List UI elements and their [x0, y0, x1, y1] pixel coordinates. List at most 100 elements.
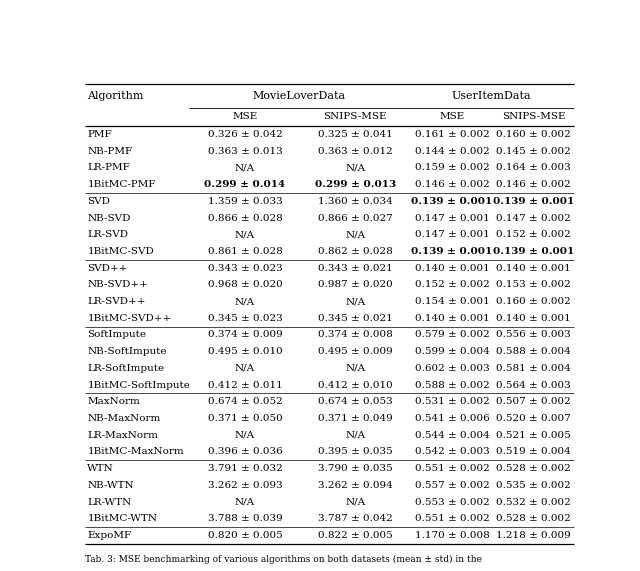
- Text: 0.144 ± 0.002: 0.144 ± 0.002: [415, 147, 490, 156]
- Text: 0.140 ± 0.001: 0.140 ± 0.001: [497, 313, 572, 323]
- Text: 3.788 ± 0.039: 3.788 ± 0.039: [207, 514, 282, 523]
- Text: LR-MaxNorm: LR-MaxNorm: [88, 431, 158, 440]
- Text: 0.674 ± 0.053: 0.674 ± 0.053: [318, 397, 393, 407]
- Text: 0.553 ± 0.002: 0.553 ± 0.002: [415, 497, 490, 506]
- Text: MSE: MSE: [440, 112, 465, 122]
- Text: 1.360 ± 0.034: 1.360 ± 0.034: [318, 197, 393, 206]
- Text: 0.396 ± 0.036: 0.396 ± 0.036: [207, 448, 282, 456]
- Text: 0.588 ± 0.002: 0.588 ± 0.002: [415, 381, 490, 389]
- Text: 0.968 ± 0.020: 0.968 ± 0.020: [207, 280, 282, 289]
- Text: NB-PMF: NB-PMF: [88, 147, 132, 156]
- Text: 0.544 ± 0.004: 0.544 ± 0.004: [415, 431, 490, 440]
- Text: 0.412 ± 0.010: 0.412 ± 0.010: [318, 381, 393, 389]
- Text: 0.374 ± 0.008: 0.374 ± 0.008: [318, 331, 393, 340]
- Text: 0.520 ± 0.007: 0.520 ± 0.007: [497, 414, 572, 423]
- Text: 0.363 ± 0.012: 0.363 ± 0.012: [318, 147, 393, 156]
- Text: WTN: WTN: [88, 464, 114, 473]
- Text: NB-SVD++: NB-SVD++: [88, 280, 148, 289]
- Text: 0.160 ± 0.002: 0.160 ± 0.002: [497, 297, 572, 306]
- Text: 0.532 ± 0.002: 0.532 ± 0.002: [497, 497, 572, 506]
- Text: 0.140 ± 0.001: 0.140 ± 0.001: [415, 264, 490, 272]
- Text: 0.325 ± 0.041: 0.325 ± 0.041: [318, 130, 393, 139]
- Text: 0.528 ± 0.002: 0.528 ± 0.002: [497, 514, 572, 523]
- Text: 0.412 ± 0.011: 0.412 ± 0.011: [207, 381, 282, 389]
- Text: 0.541 ± 0.006: 0.541 ± 0.006: [415, 414, 490, 423]
- Text: 1BitMC-SVD: 1BitMC-SVD: [88, 247, 154, 256]
- Text: 0.140 ± 0.001: 0.140 ± 0.001: [497, 264, 572, 272]
- Text: 0.557 ± 0.002: 0.557 ± 0.002: [415, 481, 490, 490]
- Text: MaxNorm: MaxNorm: [88, 397, 140, 407]
- Text: 0.299 ± 0.014: 0.299 ± 0.014: [204, 180, 285, 189]
- Text: 0.146 ± 0.002: 0.146 ± 0.002: [497, 180, 572, 189]
- Text: 0.152 ± 0.002: 0.152 ± 0.002: [497, 230, 572, 239]
- Text: NB-WTN: NB-WTN: [88, 481, 134, 490]
- Text: N/A: N/A: [235, 163, 255, 172]
- Text: N/A: N/A: [345, 497, 365, 506]
- Text: MSE: MSE: [232, 112, 257, 122]
- Text: 0.147 ± 0.001: 0.147 ± 0.001: [415, 214, 490, 223]
- Text: 0.820 ± 0.005: 0.820 ± 0.005: [207, 531, 282, 540]
- Text: 0.139 ± 0.001: 0.139 ± 0.001: [493, 197, 575, 206]
- Text: 0.519 ± 0.004: 0.519 ± 0.004: [497, 448, 572, 456]
- Text: Algorithm: Algorithm: [88, 91, 144, 100]
- Text: LR-WTN: LR-WTN: [88, 497, 132, 506]
- Text: ExpoMF: ExpoMF: [88, 531, 132, 540]
- Text: Tab. 3: MSE benchmarking of various algorithms on both datasets (mean ± std) in : Tab. 3: MSE benchmarking of various algo…: [85, 555, 482, 564]
- Text: 0.528 ± 0.002: 0.528 ± 0.002: [497, 464, 572, 473]
- Text: 1BitMC-PMF: 1BitMC-PMF: [88, 180, 156, 189]
- Text: 0.345 ± 0.021: 0.345 ± 0.021: [318, 313, 393, 323]
- Text: PMF: PMF: [88, 130, 112, 139]
- Text: 0.147 ± 0.002: 0.147 ± 0.002: [497, 214, 572, 223]
- Text: 0.363 ± 0.013: 0.363 ± 0.013: [207, 147, 282, 156]
- Text: SVD: SVD: [88, 197, 110, 206]
- Text: 0.152 ± 0.002: 0.152 ± 0.002: [415, 280, 490, 289]
- Text: 0.556 ± 0.003: 0.556 ± 0.003: [497, 331, 572, 340]
- Text: 1BitMC-SVD++: 1BitMC-SVD++: [88, 313, 172, 323]
- Text: 3.262 ± 0.093: 3.262 ± 0.093: [207, 481, 282, 490]
- Text: 0.674 ± 0.052: 0.674 ± 0.052: [207, 397, 282, 407]
- Text: 0.861 ± 0.028: 0.861 ± 0.028: [207, 247, 282, 256]
- Text: 0.154 ± 0.001: 0.154 ± 0.001: [415, 297, 490, 306]
- Text: NB-MaxNorm: NB-MaxNorm: [88, 414, 161, 423]
- Text: N/A: N/A: [345, 364, 365, 373]
- Text: 0.145 ± 0.002: 0.145 ± 0.002: [497, 147, 572, 156]
- Text: 0.374 ± 0.009: 0.374 ± 0.009: [207, 331, 282, 340]
- Text: 3.262 ± 0.094: 3.262 ± 0.094: [318, 481, 393, 490]
- Text: 0.551 ± 0.002: 0.551 ± 0.002: [415, 464, 490, 473]
- Text: 0.495 ± 0.010: 0.495 ± 0.010: [207, 347, 282, 356]
- Text: 0.299 ± 0.013: 0.299 ± 0.013: [315, 180, 396, 189]
- Text: 0.987 ± 0.020: 0.987 ± 0.020: [318, 280, 393, 289]
- Text: NB-SVD: NB-SVD: [88, 214, 131, 223]
- Text: LR-SVD++: LR-SVD++: [88, 297, 146, 306]
- Text: 1BitMC-SoftImpute: 1BitMC-SoftImpute: [88, 381, 190, 389]
- Text: SNIPS-MSE: SNIPS-MSE: [324, 112, 387, 122]
- Text: 0.862 ± 0.028: 0.862 ± 0.028: [318, 247, 393, 256]
- Text: N/A: N/A: [235, 431, 255, 440]
- Text: 0.159 ± 0.002: 0.159 ± 0.002: [415, 163, 490, 172]
- Text: 0.161 ± 0.002: 0.161 ± 0.002: [415, 130, 490, 139]
- Text: 0.551 ± 0.002: 0.551 ± 0.002: [415, 514, 490, 523]
- Text: 0.531 ± 0.002: 0.531 ± 0.002: [415, 397, 490, 407]
- Text: N/A: N/A: [345, 163, 365, 172]
- Text: 3.790 ± 0.035: 3.790 ± 0.035: [318, 464, 393, 473]
- Text: UserItemData: UserItemData: [452, 91, 531, 100]
- Text: LR-SoftImpute: LR-SoftImpute: [88, 364, 164, 373]
- Text: 1BitMC-MaxNorm: 1BitMC-MaxNorm: [88, 448, 184, 456]
- Text: LR-SVD: LR-SVD: [88, 230, 129, 239]
- Text: 0.521 ± 0.005: 0.521 ± 0.005: [497, 431, 572, 440]
- Text: 1.218 ± 0.009: 1.218 ± 0.009: [497, 531, 572, 540]
- Text: N/A: N/A: [235, 364, 255, 373]
- Text: 0.507 ± 0.002: 0.507 ± 0.002: [497, 397, 572, 407]
- Text: 0.160 ± 0.002: 0.160 ± 0.002: [497, 130, 572, 139]
- Text: NB-SoftImpute: NB-SoftImpute: [88, 347, 167, 356]
- Text: 0.599 ± 0.004: 0.599 ± 0.004: [415, 347, 490, 356]
- Text: 3.791 ± 0.032: 3.791 ± 0.032: [207, 464, 282, 473]
- Text: 0.588 ± 0.004: 0.588 ± 0.004: [497, 347, 572, 356]
- Text: 0.326 ± 0.042: 0.326 ± 0.042: [207, 130, 282, 139]
- Text: N/A: N/A: [345, 230, 365, 239]
- Text: SVD++: SVD++: [88, 264, 128, 272]
- Text: N/A: N/A: [235, 497, 255, 506]
- Text: 1BitMC-WTN: 1BitMC-WTN: [88, 514, 157, 523]
- Text: 1.359 ± 0.033: 1.359 ± 0.033: [207, 197, 282, 206]
- Text: 0.866 ± 0.028: 0.866 ± 0.028: [207, 214, 282, 223]
